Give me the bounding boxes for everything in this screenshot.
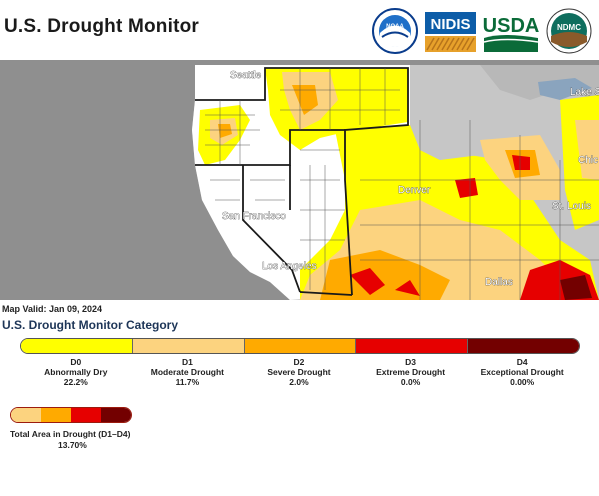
nebraska-normal [420,120,480,160]
legend-code: D3 [405,357,417,367]
legend-item-d2: D2 Severe Drought 2.0% [243,357,355,387]
d3-kansas [455,178,478,198]
legend-swatch-d0 [21,339,132,353]
d3-iowa [512,155,530,170]
map-canvas: Seattle San Francisco Los Angeles Denver… [0,60,599,300]
city-seattle: Seattle [230,70,262,81]
category-title: U.S. Drought Monitor Category [2,318,178,332]
legend-item-d1: D1 Moderate Drought 11.7% [132,357,244,387]
noaa-logo: NOAA [372,8,418,54]
legend-color-bar [20,338,580,354]
legend-code: D1 [181,357,193,367]
total-drought-value: 13.70% [58,440,87,450]
legend-percent: 0.0% [400,377,421,387]
total-swatch-d4 [101,408,131,422]
noaa-logo-text: NOAA [386,24,404,30]
d4-louisiana [560,275,592,300]
city-dallas: Dallas [485,277,513,288]
legend-swatch-d2 [243,339,356,353]
legend-percent: 22.2% [63,377,88,387]
d1-michigan [575,120,599,180]
total-swatch-d2 [41,408,71,422]
total-drought-area: Total Area in Drought (D1–D4) 13.70% [10,407,132,450]
total-swatch-d1 [11,408,41,422]
d3-texas-west [395,280,420,296]
legend-code: D4 [516,357,528,367]
total-swatch-d3 [71,408,101,422]
d2-montana [292,85,318,115]
legend-name: Exceptional Drought [480,367,564,377]
legend-name: Severe Drought [267,367,331,377]
city-san-francisco: San Francisco [222,211,286,222]
d2-oregon [218,124,232,138]
lake-superior-label: Lake Supe [570,87,599,98]
d2-southwest [320,250,450,300]
legend-code: D0 [70,357,82,367]
legend-percent: 0.00% [510,377,535,387]
city-denver: Denver [398,185,431,196]
total-drought-label: Total Area in Drought (D1–D4) [10,429,131,439]
map-valid-date: Map Valid: Jan 09, 2024 [2,304,103,314]
city-st-louis: St. Louis [552,201,591,212]
header: U.S. Drought Monitor NOAA NIDIS USDA NDM… [0,0,599,60]
ndmc-logo: NDMC [546,8,592,54]
legend-item-d0: D0 Abnormally Dry 22.2% [20,357,132,387]
legend-name: Abnormally Dry [44,367,108,377]
legend-name: Moderate Drought [150,367,224,377]
legend-percent: 2.0% [289,377,309,387]
usda-logo-text: USDA [483,15,540,37]
legend-percent: 11.7% [175,377,200,387]
drought-map[interactable]: Seattle San Francisco Los Angeles Denver… [0,60,599,300]
usda-logo: USDA [482,8,540,54]
legend-swatch-d1 [131,339,244,353]
legend-item-d4: D4 Exceptional Drought 0.00% [466,357,578,387]
legend-labels: D0 Abnormally Dry 22.2% D1 Moderate Drou… [20,357,578,387]
city-los-angeles: Los Angeles [262,261,317,272]
d3-new-mexico [350,268,385,295]
state-boundaries [195,67,409,296]
legend-swatch-d3 [355,339,468,353]
legend-code: D2 [293,357,305,367]
legend-name: Extreme Drought [376,367,446,377]
ndmc-logo-text: NDMC [557,23,581,32]
county-boundaries [205,68,599,300]
legend-item-d3: D3 Extreme Drought 0.0% [355,357,467,387]
nidis-logo: NIDIS [424,8,477,54]
city-chicago: Chic [578,155,598,166]
total-drought-bar [10,407,132,423]
legend-swatch-d4 [467,339,579,353]
lake-superior [538,78,592,100]
nidis-logo-text: NIDIS [430,16,470,33]
page-title: U.S. Drought Monitor [4,16,200,37]
